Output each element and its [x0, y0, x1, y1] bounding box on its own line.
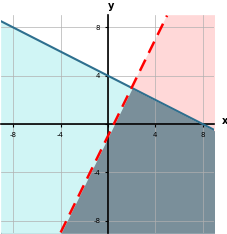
- Text: x: x: [221, 116, 227, 126]
- Text: y: y: [107, 0, 114, 11]
